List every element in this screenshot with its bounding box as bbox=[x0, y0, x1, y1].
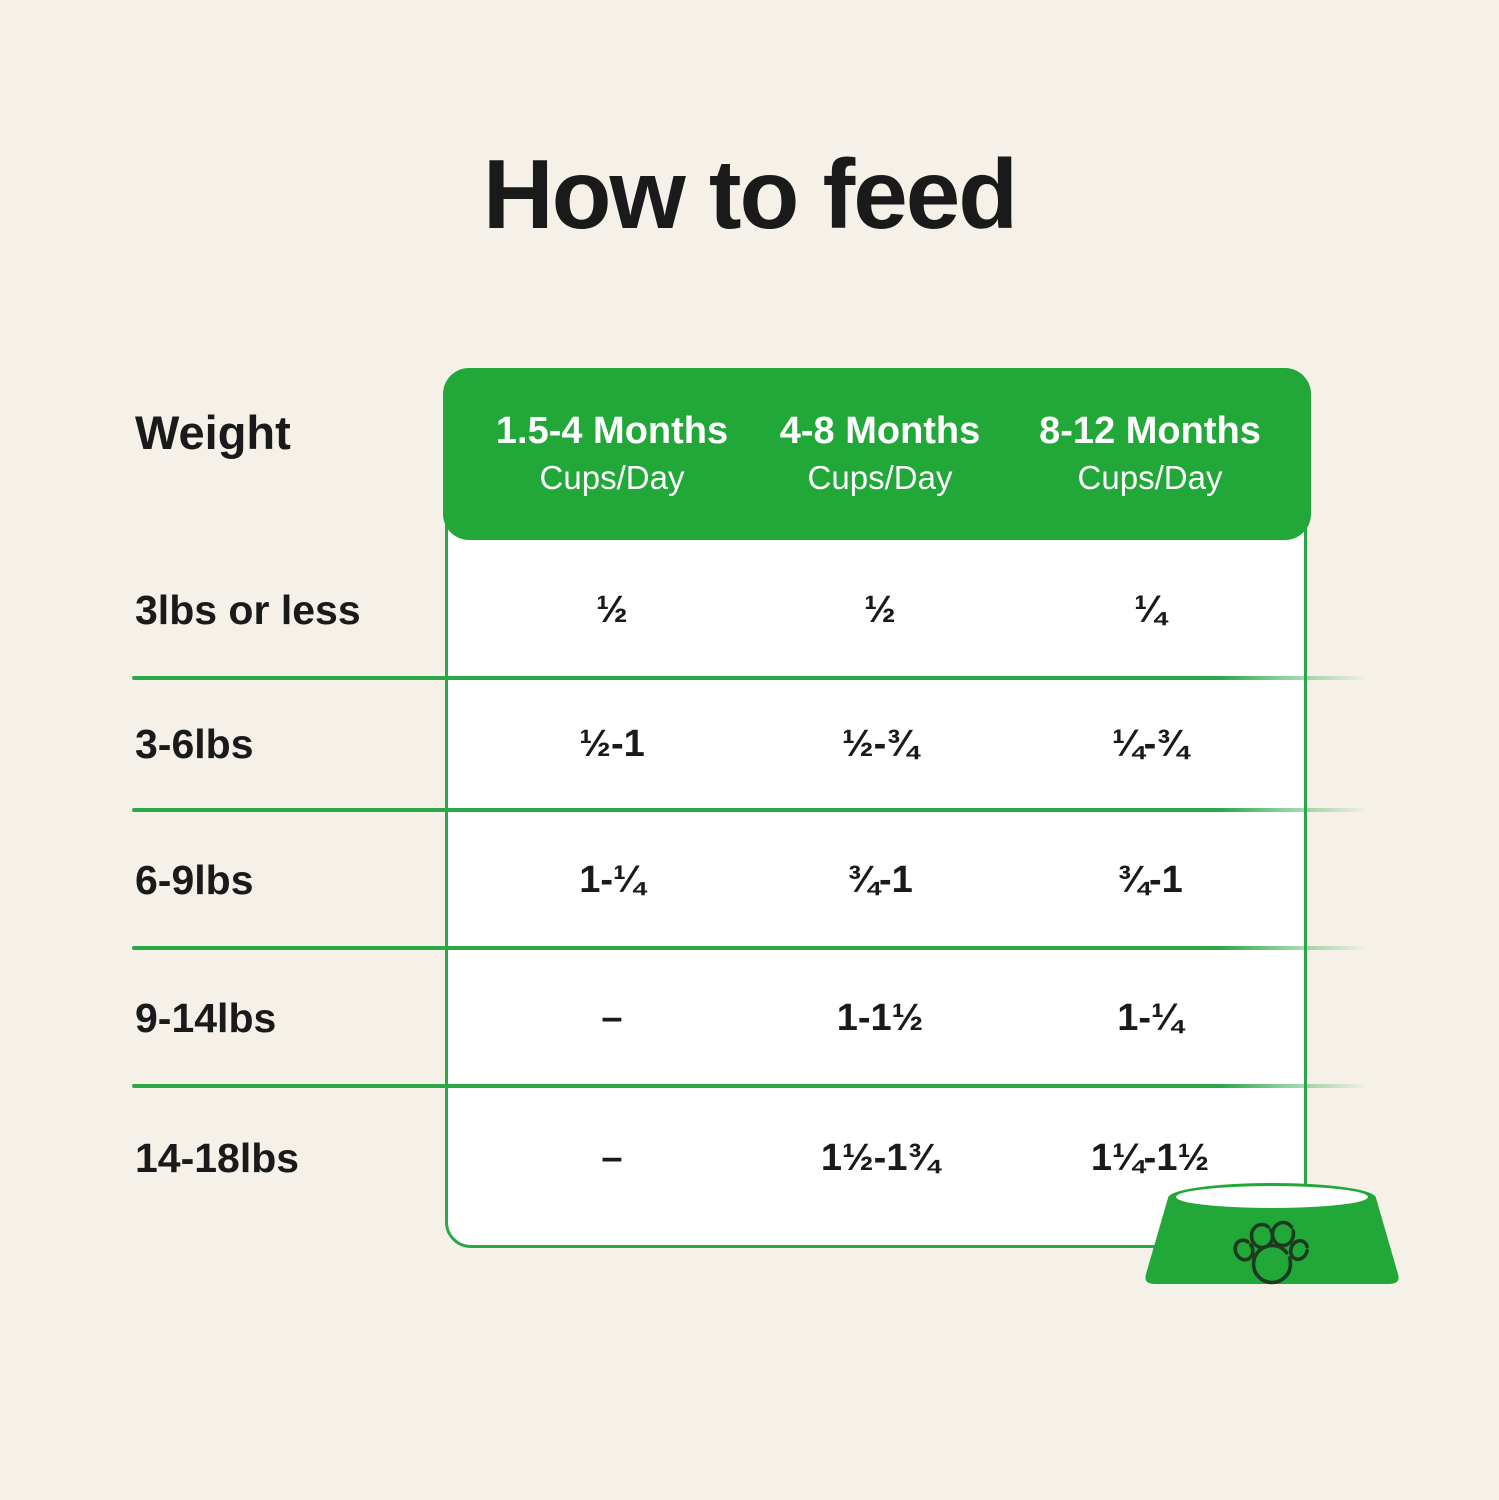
cups-value: – bbox=[601, 1137, 623, 1179]
cups-value: 1-¼ bbox=[579, 859, 645, 901]
table-body bbox=[445, 420, 1307, 1248]
cups-value: 1¼-1½ bbox=[1090, 1137, 1210, 1179]
weight-label: 3-6lbs bbox=[135, 721, 254, 767]
column-header-age: 1.5-4 Months bbox=[495, 410, 729, 452]
cups-value: ½-1 bbox=[579, 723, 645, 765]
weight-label: 14-18lbs bbox=[135, 1135, 300, 1181]
cups-value: ½ bbox=[596, 589, 628, 631]
cups-value: ¼ bbox=[1134, 589, 1166, 631]
cups-value: ¾-1 bbox=[847, 859, 913, 901]
weight-label: 9-14lbs bbox=[135, 995, 277, 1041]
column-header-3: 8-12 Months Cups/Day bbox=[1039, 410, 1261, 497]
column-header-unit: Cups/Day bbox=[1077, 459, 1223, 496]
page-title: How to feed bbox=[482, 139, 1018, 249]
column-header-age: 8-12 Months bbox=[1039, 410, 1261, 452]
weight-column-header: Weight bbox=[135, 406, 291, 459]
table-row: 6-9lbs 1-¼ ¾-1 ¾-1 bbox=[0, 855, 1499, 905]
weight-label: 3lbs or less bbox=[135, 587, 361, 633]
cups-value: ¾-1 bbox=[1117, 859, 1183, 901]
row-divider bbox=[132, 946, 1368, 950]
table-header: 1.5-4 Months Cups/Day 4-8 Months Cups/Da… bbox=[443, 368, 1311, 540]
column-header-1: 1.5-4 Months Cups/Day bbox=[496, 410, 728, 497]
paw-print-icon bbox=[1233, 1220, 1310, 1285]
cups-value: – bbox=[601, 997, 623, 1039]
column-header-2: 4-8 Months Cups/Day bbox=[780, 410, 981, 497]
table-row: 14-18lbs – 1½-1¾ 1¼-1½ bbox=[0, 1133, 1499, 1183]
cups-value: ½ bbox=[864, 589, 896, 631]
cups-value: ¼-¾ bbox=[1111, 723, 1189, 765]
column-header-unit: Cups/Day bbox=[807, 459, 953, 496]
weight-label: 6-9lbs bbox=[135, 857, 254, 903]
row-divider bbox=[132, 676, 1368, 680]
cups-value: 1½-1¾ bbox=[820, 1137, 940, 1179]
table-row: 3lbs or less ½ ½ ¼ bbox=[0, 585, 1499, 635]
cups-value: 1-1½ bbox=[836, 997, 924, 1039]
dog-bowl-paw-icon bbox=[1145, 1183, 1399, 1285]
column-header-unit: Cups/Day bbox=[539, 459, 685, 496]
table-row: 3-6lbs ½-1 ½-¾ ¼-¾ bbox=[0, 719, 1499, 769]
row-divider bbox=[132, 1084, 1368, 1088]
cups-value: ½-¾ bbox=[841, 723, 919, 765]
cups-value: 1-¼ bbox=[1117, 997, 1183, 1039]
row-divider bbox=[132, 808, 1368, 812]
table-row: 9-14lbs – 1-1½ 1-¼ bbox=[0, 993, 1499, 1043]
column-header-age: 4-8 Months bbox=[779, 410, 981, 452]
